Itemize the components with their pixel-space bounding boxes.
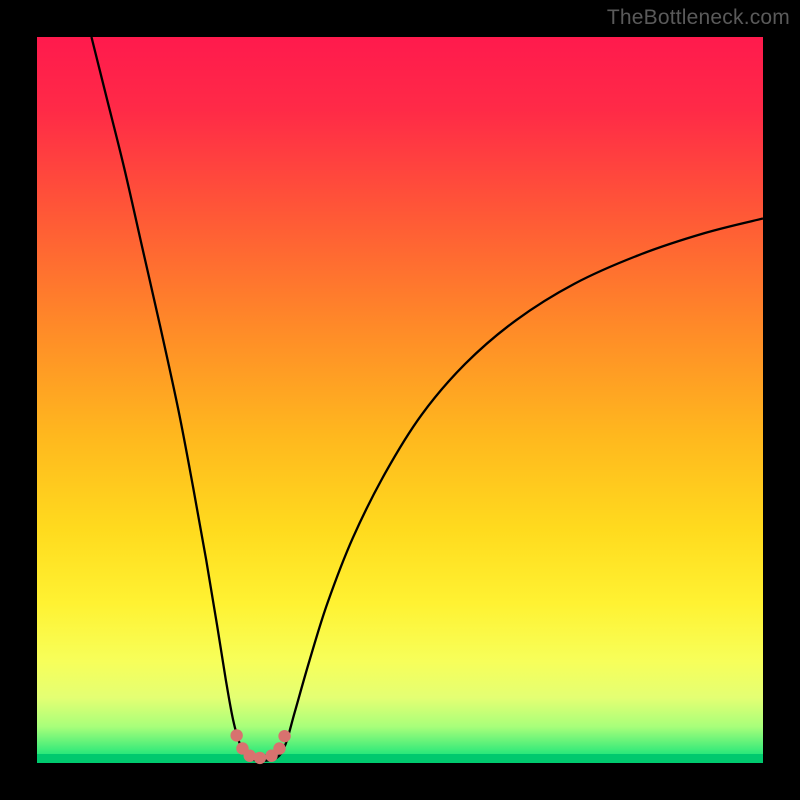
curve-line (91, 37, 763, 761)
chart-outer-frame: TheBottleneck.com (0, 0, 800, 800)
bottleneck-curve-chart (37, 37, 763, 763)
trough-marker (230, 729, 242, 741)
trough-marker (273, 742, 285, 754)
trough-marker (254, 752, 266, 764)
trough-markers-group (230, 729, 290, 764)
plot-area (37, 37, 763, 763)
trough-marker (244, 750, 256, 762)
watermark-text: TheBottleneck.com (607, 6, 790, 30)
trough-marker (278, 730, 290, 742)
